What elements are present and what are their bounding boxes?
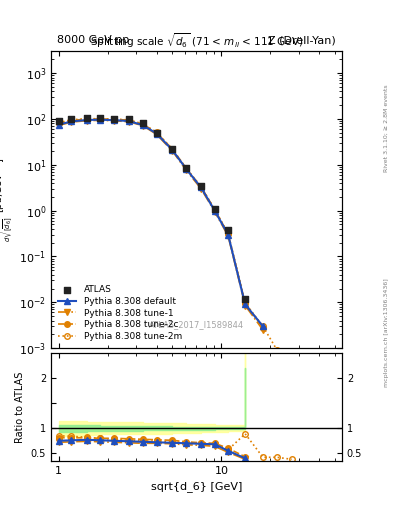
Pythia 8.308 default	[184, 166, 189, 172]
Pythia 8.308 tune-2m	[170, 146, 175, 152]
Pythia 8.308 tune-1	[199, 186, 204, 192]
Pythia 8.308 tune-2m	[212, 206, 217, 212]
Pythia 8.308 tune-2m	[98, 116, 103, 122]
Pythia 8.308 tune-1	[69, 119, 74, 125]
Pythia 8.308 tune-2c	[98, 116, 103, 122]
Pythia 8.308 tune-2m	[56, 120, 61, 126]
Pythia 8.308 tune-2m	[154, 129, 159, 135]
Pythia 8.308 tune-2c	[212, 206, 217, 212]
Pythia 8.308 tune-1	[212, 208, 217, 215]
Pythia 8.308 tune-1	[56, 122, 61, 129]
Y-axis label: $\frac{d\sigma}{d\sqrt{[\overline{d_6}]}}$ [pb,GeV$^{-1}$]: $\frac{d\sigma}{d\sqrt{[\overline{d_6}]}…	[0, 158, 14, 242]
X-axis label: sqrt{d_6} [GeV]: sqrt{d_6} [GeV]	[151, 481, 242, 492]
Line: Pythia 8.308 tune-1: Pythia 8.308 tune-1	[56, 118, 266, 333]
Pythia 8.308 tune-2m	[112, 116, 117, 122]
ATLAS	[198, 182, 204, 190]
Text: ATLAS_2017_I1589844: ATLAS_2017_I1589844	[149, 320, 244, 329]
ATLAS	[111, 115, 118, 123]
Legend: ATLAS, Pythia 8.308 default, Pythia 8.308 tune-1, Pythia 8.308 tune-2c, Pythia 8: ATLAS, Pythia 8.308 default, Pythia 8.30…	[55, 283, 185, 344]
Pythia 8.308 tune-2c	[127, 117, 131, 123]
Pythia 8.308 tune-2m	[226, 230, 230, 237]
ATLAS	[126, 115, 132, 123]
Pythia 8.308 tune-1	[127, 119, 131, 125]
Pythia 8.308 tune-2m	[69, 117, 74, 123]
Pythia 8.308 tune-2c	[184, 166, 189, 172]
Pythia 8.308 tune-1	[85, 118, 90, 124]
Pythia 8.308 tune-2c	[85, 116, 90, 122]
Pythia 8.308 tune-2c	[226, 231, 230, 237]
Pythia 8.308 tune-2c	[199, 184, 204, 190]
ATLAS	[242, 294, 248, 303]
ATLAS	[169, 145, 176, 153]
Pythia 8.308 default	[141, 122, 145, 129]
Pythia 8.308 default	[85, 117, 90, 123]
Pythia 8.308 tune-1	[141, 123, 145, 129]
Pythia 8.308 tune-1	[261, 327, 265, 333]
Pythia 8.308 default	[69, 118, 74, 124]
ATLAS	[97, 114, 103, 122]
Pythia 8.308 default	[261, 323, 265, 329]
Text: 8000 GeV pp: 8000 GeV pp	[57, 35, 129, 45]
Y-axis label: Ratio to ATLAS: Ratio to ATLAS	[15, 371, 25, 443]
Pythia 8.308 tune-2c	[154, 130, 159, 136]
Pythia 8.308 tune-2c	[261, 325, 265, 331]
ATLAS	[84, 114, 90, 122]
Pythia 8.308 tune-2m	[141, 121, 145, 127]
Text: Rivet 3.1.10; ≥ 2.8M events: Rivet 3.1.10; ≥ 2.8M events	[384, 84, 389, 172]
Pythia 8.308 default	[98, 117, 103, 123]
Pythia 8.308 tune-1	[98, 117, 103, 123]
Pythia 8.308 default	[170, 147, 175, 153]
Pythia 8.308 tune-2m	[184, 165, 189, 172]
Pythia 8.308 default	[226, 231, 230, 238]
ATLAS	[225, 226, 231, 234]
Pythia 8.308 tune-2c	[69, 117, 74, 123]
Line: Pythia 8.308 default: Pythia 8.308 default	[56, 117, 266, 329]
ATLAS	[183, 164, 189, 172]
Pythia 8.308 tune-2c	[243, 300, 248, 306]
Pythia 8.308 tune-2c	[141, 121, 145, 127]
Pythia 8.308 default	[127, 118, 131, 124]
Pythia 8.308 tune-2c	[170, 146, 175, 152]
Line: Pythia 8.308 tune-2m: Pythia 8.308 tune-2m	[56, 116, 280, 353]
ATLAS	[211, 205, 218, 213]
Pythia 8.308 default	[56, 121, 61, 127]
Pythia 8.308 default	[112, 117, 117, 123]
Pythia 8.308 tune-2m	[127, 117, 131, 123]
Pythia 8.308 tune-2m	[275, 347, 279, 353]
Pythia 8.308 default	[243, 302, 248, 308]
Pythia 8.308 default	[154, 131, 159, 137]
Title: Splitting scale $\sqrt{d_6}$ (71 < $m_{ll}$ < 111 GeV): Splitting scale $\sqrt{d_6}$ (71 < $m_{l…	[90, 31, 303, 50]
Pythia 8.308 tune-1	[243, 303, 248, 309]
Pythia 8.308 default	[199, 184, 204, 190]
Text: mcplots.cern.ch [arXiv:1306.3436]: mcplots.cern.ch [arXiv:1306.3436]	[384, 279, 389, 387]
Pythia 8.308 tune-2m	[199, 183, 204, 189]
Text: Z (Drell-Yan): Z (Drell-Yan)	[268, 35, 336, 45]
Pythia 8.308 tune-2m	[261, 323, 265, 329]
Pythia 8.308 tune-1	[184, 167, 189, 174]
Pythia 8.308 tune-1	[226, 233, 230, 239]
ATLAS	[140, 119, 146, 127]
Pythia 8.308 default	[212, 207, 217, 214]
Pythia 8.308 tune-2c	[112, 116, 117, 122]
Pythia 8.308 tune-1	[170, 148, 175, 154]
Line: Pythia 8.308 tune-2c: Pythia 8.308 tune-2c	[56, 116, 266, 330]
Pythia 8.308 tune-2m	[243, 300, 248, 306]
ATLAS	[153, 129, 160, 137]
ATLAS	[55, 117, 62, 125]
ATLAS	[68, 115, 75, 123]
Pythia 8.308 tune-2c	[56, 120, 61, 126]
Pythia 8.308 tune-1	[112, 118, 117, 124]
Pythia 8.308 tune-1	[154, 131, 159, 137]
Pythia 8.308 tune-2m	[85, 116, 90, 122]
